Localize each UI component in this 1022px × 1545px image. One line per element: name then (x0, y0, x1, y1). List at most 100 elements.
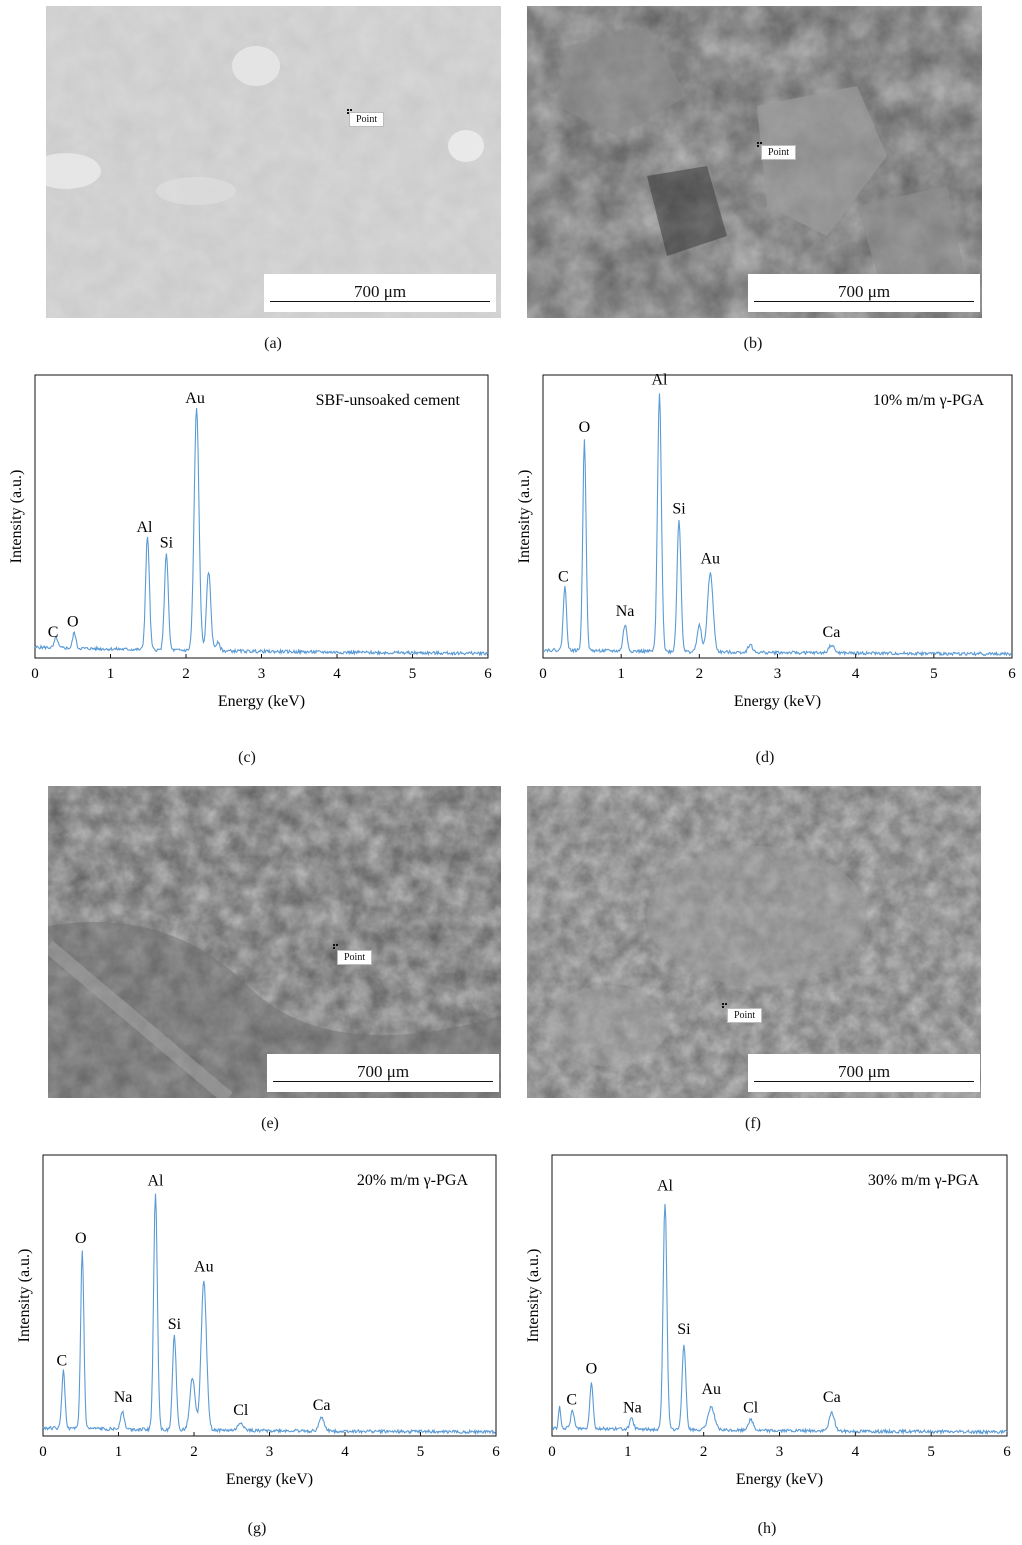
plot-frame (34, 374, 489, 659)
x-tick-label: 5 (417, 1444, 425, 1460)
point-label: Point (337, 950, 373, 965)
x-tick-label: 2 (696, 666, 704, 682)
x-tick-label: 0 (39, 1444, 47, 1460)
sem-texture-e (48, 786, 501, 1098)
spectrum-line (42, 1193, 497, 1436)
scale-bar-line (754, 1081, 974, 1082)
peak-label: Au (194, 1259, 214, 1276)
point-label: Point (761, 145, 797, 160)
sem-image-a: Point 700 μm (46, 6, 501, 318)
peak-label: Cl (233, 1402, 249, 1419)
chart-title: 20% m/m γ-PGA (357, 1172, 469, 1189)
y-axis-label: Intensity (a.u.) (8, 470, 25, 564)
panel-label-b: (b) (743, 335, 763, 352)
chart-c-svg: 0 1 2 3 4 5 6 Energy (keV) Intensity (a.u.) SBF-u… (8, 374, 492, 710)
x-tick-label: 4 (852, 666, 860, 682)
eds-spectrum-h: 0 1 2 3 4 5 6 Energy (keV) Intensity (a.u.) 30% m… (514, 1150, 1022, 1508)
x-axis-label: Energy (keV) (226, 1471, 313, 1488)
spectrum-line (543, 393, 1013, 657)
x-tick-label: 1 (624, 1444, 632, 1460)
x-tick-label: 4 (852, 1444, 860, 1460)
peak-label: Al (147, 1172, 164, 1189)
spectrum-line (34, 408, 489, 657)
scale-bar: 700 μm (264, 274, 496, 312)
x-tick-label: 6 (1008, 666, 1016, 682)
chart-g-svg: 0 1 2 3 4 5 6 Energy (keV) Intensity (a.u.) 20% m… (16, 1154, 500, 1488)
panel-label-a: (a) (264, 335, 282, 352)
peak-label: Au (701, 1381, 721, 1398)
x-tick-label: 4 (333, 666, 341, 682)
eds-spectrum-d: 0 1 2 3 4 5 6 Energy (keV) Intensity (a.u.) 10% m… (508, 370, 1022, 732)
spectrum-line (551, 1203, 1008, 1436)
peak-label: O (586, 1360, 598, 1377)
point-label: Point (349, 112, 385, 127)
point-marker-icon (722, 1003, 728, 1009)
peak-label: Ca (823, 1389, 841, 1406)
chart-d-svg: 0 1 2 3 4 5 6 Energy (keV) Intensity (a.u.) 10% m… (516, 371, 1016, 710)
peak-label: Al (651, 371, 668, 388)
point-marker-icon (347, 109, 353, 115)
x-axis-label: Energy (keV) (736, 1471, 823, 1488)
x-tick-label: 3 (776, 1444, 784, 1460)
x-tick-label: 0 (31, 666, 39, 682)
x-tick-label: 3 (266, 1444, 274, 1460)
sem-image-e: Point 700 μm (48, 786, 501, 1098)
peak-label: Ca (823, 624, 841, 641)
peak-label: C (558, 569, 569, 586)
peak-label: Si (677, 1321, 691, 1338)
sem-texture-a (46, 6, 501, 318)
plot-frame (42, 1154, 497, 1437)
point-marker-icon (333, 944, 339, 950)
plot-frame (551, 1154, 1008, 1437)
chart-title: 30% m/m γ-PGA (868, 1172, 980, 1189)
peak-label: Na (623, 1400, 642, 1417)
x-tick-label: 3 (258, 666, 266, 682)
plot-frame (542, 374, 1013, 659)
x-tick-label: 5 (930, 666, 938, 682)
point-marker-icon (757, 142, 763, 148)
x-tick-label: 1 (115, 1444, 123, 1460)
x-tick-label: 6 (484, 666, 492, 682)
x-axis-label: Energy (keV) (734, 693, 821, 710)
panel-label-f: (f) (745, 1115, 761, 1132)
peak-label: Al (657, 1178, 674, 1195)
sem-texture-f (527, 786, 981, 1098)
peak-label: Na (616, 603, 635, 620)
peak-label: O (579, 419, 591, 436)
peak-label: O (75, 1230, 87, 1247)
scale-bar: 700 μm (748, 274, 980, 312)
peak-label: Cl (743, 1400, 759, 1417)
scale-bar-label: 700 μm (356, 1062, 410, 1081)
peak-label: Si (168, 1316, 182, 1333)
x-tick-label: 0 (539, 666, 547, 682)
peak-label: Ca (313, 1397, 331, 1414)
y-axis-label: Intensity (a.u.) (516, 470, 533, 564)
x-tick-label: 5 (927, 1444, 935, 1460)
x-tick-label: 5 (409, 666, 417, 682)
peak-label: C (48, 624, 59, 641)
peak-label: Au (185, 390, 205, 407)
scale-bar-label: 700 μm (837, 1062, 891, 1081)
scale-bar: 700 μm (748, 1054, 980, 1092)
chart-title: SBF-unsoaked cement (316, 392, 461, 409)
x-tick-label: 2 (700, 1444, 708, 1460)
chart-h-svg: 0 1 2 3 4 5 6 Energy (keV) Intensity (a.u.) 30% m… (525, 1154, 1011, 1488)
sem-image-f: Point 700 μm (527, 786, 981, 1098)
y-axis-label: Intensity (a.u.) (16, 1249, 33, 1343)
x-tick-label: 0 (548, 1444, 556, 1460)
x-tick-label: 1 (617, 666, 625, 682)
y-axis-label: Intensity (a.u.) (525, 1249, 542, 1343)
x-tick-label: 6 (1003, 1444, 1011, 1460)
peak-label: Si (160, 535, 174, 552)
panel-label-h: (h) (757, 1520, 777, 1537)
scale-bar-label: 700 μm (837, 282, 891, 301)
x-tick-label: 4 (341, 1444, 349, 1460)
x-tick-label: 3 (774, 666, 782, 682)
peak-label: Au (700, 550, 720, 567)
x-tick-label: 2 (190, 1444, 198, 1460)
sem-image-b: Point 700 μm (527, 6, 982, 318)
peak-label: O (67, 613, 79, 630)
peak-label: C (57, 1353, 68, 1370)
peak-label: C (566, 1392, 577, 1409)
scale-bar-label: 700 μm (353, 282, 407, 301)
